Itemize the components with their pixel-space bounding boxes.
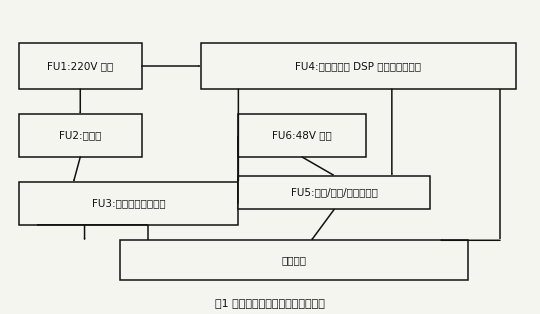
Bar — [120, 240, 468, 280]
Text: 电动系统: 电动系统 — [281, 255, 307, 265]
Text: FU3:直流－直流转换器: FU3:直流－直流转换器 — [92, 198, 165, 208]
Text: FU4:控制面板及 DSP 控制输入、输出: FU4:控制面板及 DSP 控制输入、输出 — [295, 61, 421, 71]
Bar — [238, 114, 366, 157]
Bar — [19, 182, 238, 225]
Text: FU1:220V 电源: FU1:220V 电源 — [47, 61, 113, 71]
Text: FU5:温度/电流/电压传感器: FU5:温度/电流/电压传感器 — [291, 187, 377, 198]
Text: FU2:整流器: FU2:整流器 — [59, 130, 102, 140]
Bar — [19, 43, 141, 89]
Bar — [200, 43, 516, 89]
Bar — [238, 176, 430, 209]
Text: 图1 电动车电池管理系统原理方框图: 图1 电动车电池管理系统原理方框图 — [215, 298, 325, 308]
Text: FU6:48V 电池: FU6:48V 电池 — [272, 130, 332, 140]
Bar — [19, 114, 141, 157]
